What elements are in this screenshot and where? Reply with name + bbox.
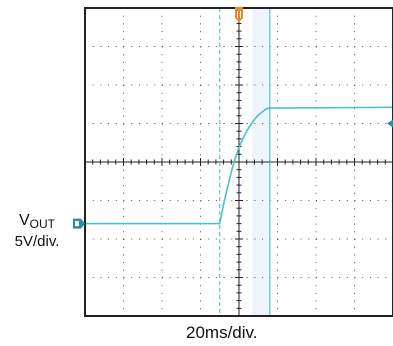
channel-scale: 5V/div. bbox=[14, 233, 60, 250]
ground-marker-glyph bbox=[75, 221, 79, 227]
time-scale-label: 20ms/div. bbox=[186, 323, 258, 342]
vout-trace bbox=[85, 106, 393, 225]
channel-label: VOUT 5V/div. bbox=[4, 212, 70, 250]
trigger-position-marker bbox=[235, 7, 243, 22]
cursor-lines bbox=[219, 8, 271, 316]
channel-markers bbox=[73, 7, 393, 229]
channel-name-sub: OUT bbox=[29, 217, 55, 231]
graticule bbox=[84, 7, 393, 317]
channel-name: VOUT bbox=[4, 212, 70, 233]
trigger-level-marker bbox=[387, 119, 393, 128]
channel-name-main: V bbox=[18, 212, 30, 229]
